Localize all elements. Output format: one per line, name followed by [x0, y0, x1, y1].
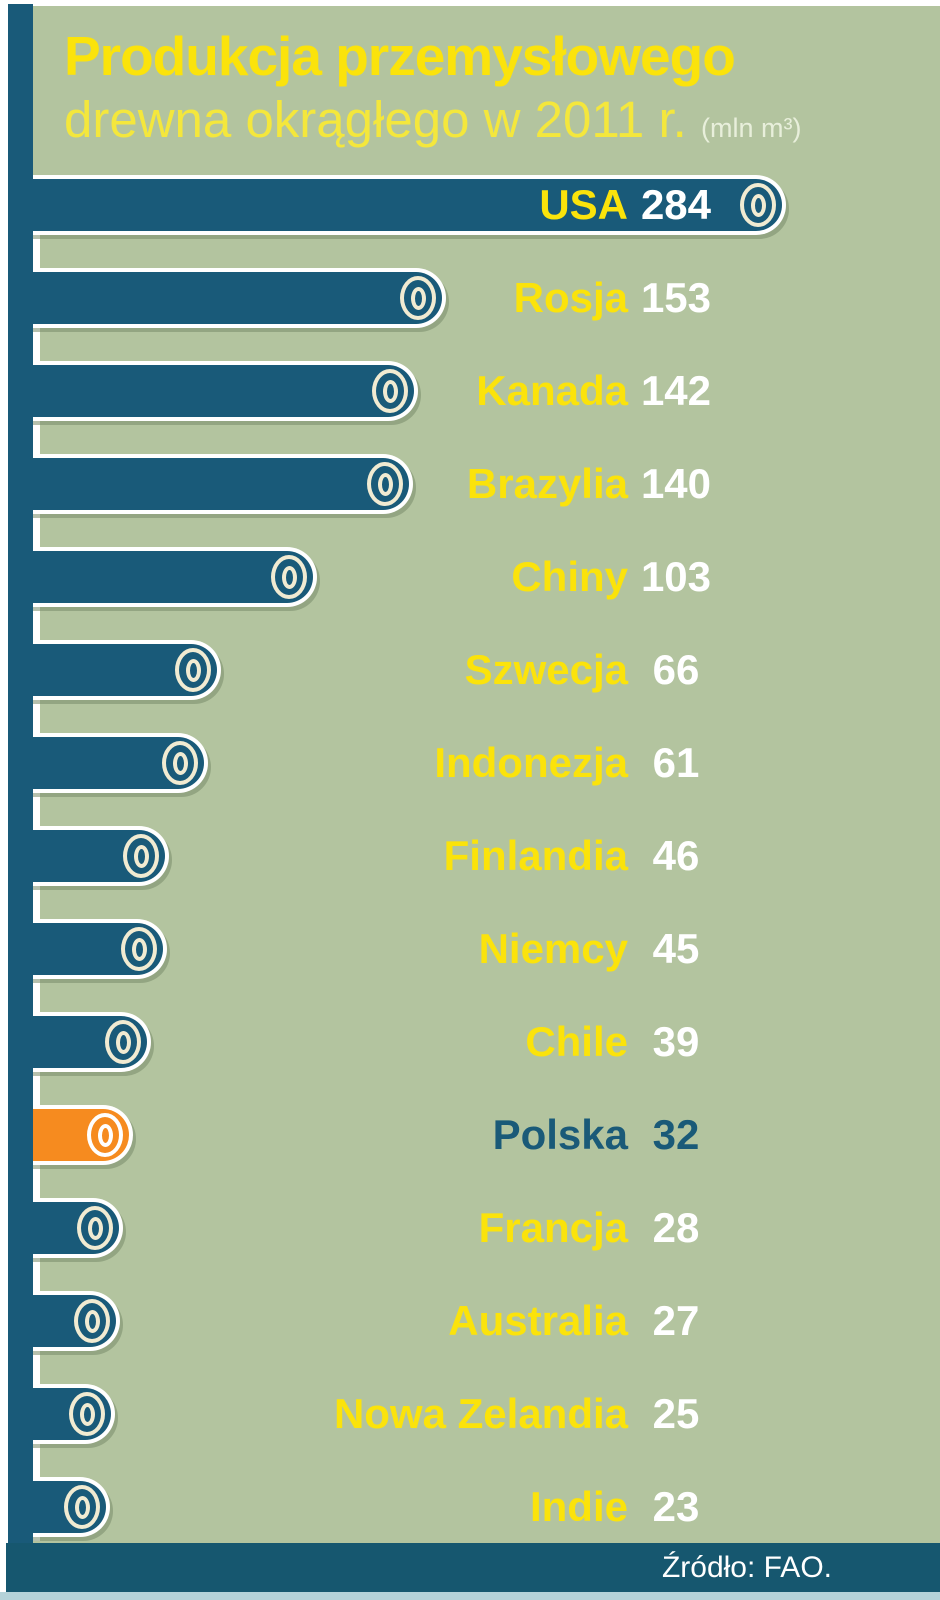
bar-indonezja: [30, 733, 208, 793]
log-rings-inner-icon: [377, 472, 393, 496]
bar-chile: [30, 1012, 151, 1072]
value-label-szwecja: 66: [652, 646, 700, 693]
log-rings-icon: [69, 1392, 105, 1436]
value-label-nowa-zelandia: 25: [652, 1390, 700, 1437]
log-rings-inner-icon: [84, 1309, 100, 1333]
log-rings-icon: [162, 741, 198, 785]
log-rings-icon: [400, 276, 436, 320]
log-rings-inner-icon: [185, 658, 201, 682]
value-label-francja: 28: [652, 1204, 700, 1251]
chart-title-line2: drewna okrągłego w 2011 r. (mln m³): [64, 90, 801, 149]
value-label-niemcy: 45: [652, 925, 700, 972]
value-label-polska: 32: [652, 1111, 700, 1158]
log-rings-icon: [74, 1299, 110, 1343]
country-label-australia: Australia: [448, 1297, 628, 1344]
country-label-szwecja: Szwecja: [464, 646, 628, 693]
chart-title-line1: Produkcja przemysłowego: [64, 25, 736, 87]
log-rings-inner-icon: [87, 1216, 103, 1240]
country-label-kanada: Kanada: [476, 367, 628, 414]
log-rings-icon: [372, 369, 408, 413]
log-rings-icon: [87, 1113, 123, 1157]
log-rings-icon: [740, 183, 776, 227]
country-label-rosja: Rosja: [513, 274, 628, 321]
axis-column: [8, 4, 33, 1543]
bar-chiny: [30, 547, 317, 607]
bar-australia: [30, 1291, 120, 1351]
source-label: Źródło: FAO.: [661, 1550, 832, 1584]
value-label-finlandia: 46: [652, 832, 700, 879]
bar-indie: [30, 1477, 110, 1537]
log-rings-inner-icon: [131, 937, 147, 961]
log-rings-inner-icon: [281, 565, 297, 589]
value-label-brazylia: 140: [640, 460, 712, 507]
chart-subtitle-text: drewna okrągłego w 2011 r.: [64, 91, 687, 148]
log-rings-inner-icon: [410, 286, 426, 310]
country-label-francja: Francja: [478, 1204, 628, 1251]
bar-polska: [30, 1105, 133, 1165]
source-footer-band: Źródło: FAO.: [6, 1543, 940, 1592]
value-label-chiny: 103: [640, 553, 712, 600]
bottom-edge-strip: [0, 1592, 940, 1600]
value-label-indie: 23: [652, 1483, 700, 1530]
bar-francja: [30, 1198, 123, 1258]
country-label-finlandia: Finlandia: [443, 832, 628, 879]
log-rings-inner-icon: [172, 751, 188, 775]
log-rings-icon: [271, 555, 307, 599]
value-label-australia: 27: [652, 1297, 700, 1344]
bar-szwecja: [30, 640, 221, 700]
bar-kanada: [30, 361, 418, 421]
bar-niemcy: [30, 919, 167, 979]
country-label-chile: Chile: [525, 1018, 628, 1065]
log-rings-inner-icon: [750, 193, 766, 217]
value-label-rosja: 153: [640, 274, 712, 321]
log-rings-icon: [105, 1020, 141, 1064]
value-label-kanada: 142: [640, 367, 712, 414]
bar-finlandia: [30, 826, 169, 886]
country-label-indie: Indie: [529, 1483, 628, 1530]
chart-unit-label: (mln m³): [700, 113, 802, 143]
log-rings-icon: [123, 834, 159, 878]
log-rings-icon: [64, 1485, 100, 1529]
country-label-niemcy: Niemcy: [478, 925, 628, 972]
bar-nowa-zelandia: [30, 1384, 115, 1444]
log-rings-icon: [77, 1206, 113, 1250]
country-label-brazylia: Brazylia: [466, 460, 628, 507]
bar-brazylia: [30, 454, 413, 514]
log-rings-inner-icon: [382, 379, 398, 403]
log-rings-inner-icon: [79, 1402, 95, 1426]
country-label-chiny: Chiny: [511, 553, 628, 600]
log-rings-icon: [121, 927, 157, 971]
country-label-indonezja: Indonezja: [434, 739, 628, 786]
bar-usa: [30, 175, 786, 235]
country-label-usa: USA: [539, 181, 628, 228]
value-label-chile: 39: [652, 1018, 700, 1065]
country-label-polska: Polska: [492, 1111, 628, 1158]
log-rings-icon: [175, 648, 211, 692]
log-rings-inner-icon: [133, 844, 149, 868]
value-label-usa: 284: [640, 181, 712, 228]
log-rings-icon: [367, 462, 403, 506]
bar-rosja: [30, 268, 446, 328]
log-rings-inner-icon: [115, 1030, 131, 1054]
log-rings-inner-icon: [74, 1495, 90, 1519]
country-label-nowa-zelandia: Nowa Zelandia: [333, 1390, 628, 1437]
log-rings-inner-icon: [97, 1123, 113, 1147]
value-label-indonezja: 61: [652, 739, 700, 786]
